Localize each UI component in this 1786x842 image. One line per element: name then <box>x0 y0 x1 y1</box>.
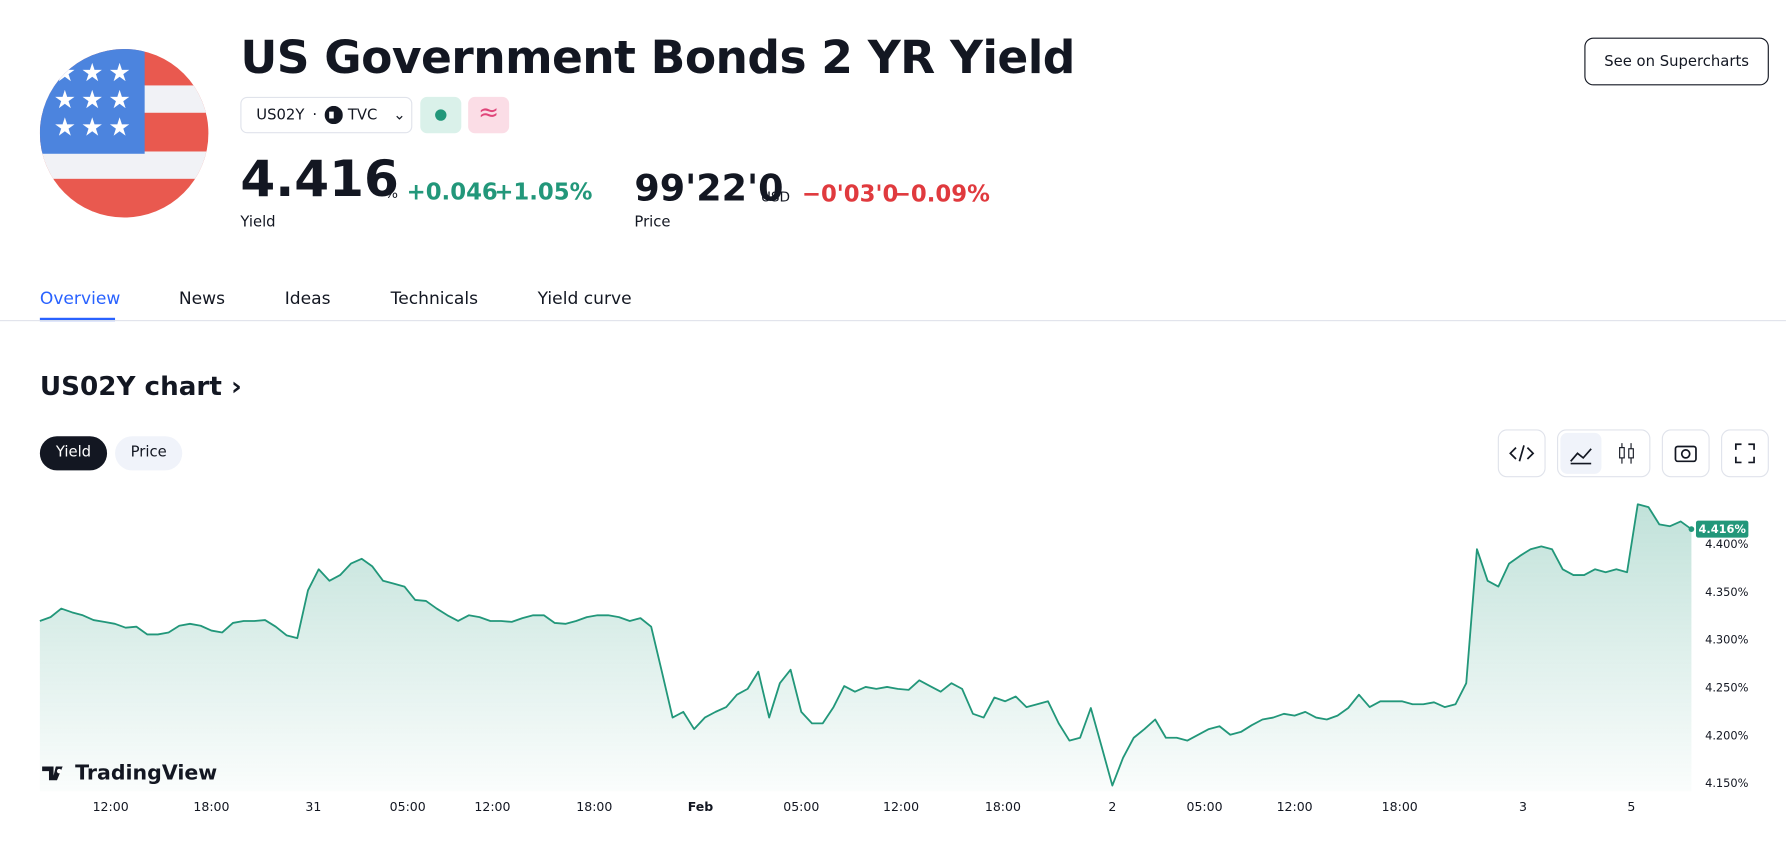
x-tick-label: 2 <box>1108 799 1116 814</box>
svg-text:★: ★ <box>81 85 103 114</box>
x-tick-label: Feb <box>688 799 714 814</box>
supercharts-button[interactable]: See on Supercharts <box>1584 37 1769 86</box>
svg-text:★: ★ <box>108 113 130 142</box>
y-tick-label: 4.400% <box>1705 537 1749 551</box>
snapshot-button[interactable] <box>1661 429 1710 478</box>
x-tick-label: 18:00 <box>576 799 612 814</box>
yield-value: 4.416 <box>240 150 399 209</box>
svg-text:★: ★ <box>108 85 130 114</box>
tab[interactable]: News <box>178 288 226 309</box>
x-tick-label: 18:00 <box>1382 799 1418 814</box>
x-tick-label: 5 <box>1627 799 1635 814</box>
area-fill <box>39 504 1692 792</box>
svg-text:★: ★ <box>54 113 76 142</box>
flag-icon: ★ ★ ★★ ★ ★★ ★ ★ <box>39 48 209 218</box>
x-tick-label: 12:00 <box>883 799 919 814</box>
yield-label: Yield <box>240 214 276 232</box>
line <box>39 503 1692 787</box>
x-tick-label: 3 <box>1519 799 1527 814</box>
tab[interactable]: Ideas <box>284 288 331 309</box>
watermark: TradingView <box>42 760 217 784</box>
y-tick-label: 4.350% <box>1705 585 1749 599</box>
area-style-button[interactable] <box>1560 432 1602 474</box>
exchange-icon <box>325 105 344 125</box>
x-tick-label: 18:00 <box>193 799 229 814</box>
tab[interactable]: Overview <box>39 288 121 309</box>
tab[interactable]: Yield curve <box>537 288 632 309</box>
svg-text:★: ★ <box>81 113 103 142</box>
price-label: Price <box>634 214 671 232</box>
y-tick-label: 4.150% <box>1705 776 1749 790</box>
last-value-badge <box>1695 520 1749 538</box>
symbol-chip[interactable]: US02Y · TVC ⌄ <box>240 96 413 134</box>
x-tick-label: 12:00 <box>1277 799 1313 814</box>
section-title-text: US02Y chart <box>39 372 222 403</box>
title: US Government Bonds 2 YR Yield <box>240 31 1075 85</box>
yield-unit: % <box>384 185 398 202</box>
yield-change: +0.046 <box>406 177 498 206</box>
divider <box>0 320 1786 322</box>
price-change-pct: −0.09% <box>891 179 990 208</box>
price-change: −0'03'0 <box>801 179 899 208</box>
y-tick-label: 4.250% <box>1705 680 1749 694</box>
last-point <box>1688 526 1695 532</box>
x-tick-label: 12:00 <box>93 799 129 814</box>
last-value-label: 4.416% <box>1698 522 1746 536</box>
exchange: TVC <box>347 106 378 124</box>
svg-text:★: ★ <box>81 58 103 87</box>
candle-style-button[interactable] <box>1606 433 1647 474</box>
symbol: US02Y <box>256 106 305 124</box>
y-tick-label: 4.300% <box>1705 633 1749 647</box>
y-tick-label: 4.200% <box>1705 728 1749 742</box>
yield-change-pct: +1.05% <box>494 177 593 206</box>
price-value: 99'22'0 <box>634 166 784 210</box>
toggle[interactable]: Price <box>115 436 183 471</box>
delay-badge[interactable]: ≈ <box>468 96 510 134</box>
section-title[interactable]: US02Y chart › <box>39 372 242 403</box>
x-tick-label: 05:00 <box>783 799 819 814</box>
x-tick-label: 12:00 <box>474 799 510 814</box>
watermark-text: TradingView <box>75 760 217 784</box>
svg-text:★: ★ <box>54 85 76 114</box>
x-tick-label: 18:00 <box>985 799 1021 814</box>
x-tick-label: 05:00 <box>390 799 426 814</box>
chart-style-group <box>1557 429 1651 478</box>
toggle-active[interactable]: Yield <box>39 436 108 471</box>
fullscreen-button[interactable] <box>1721 429 1769 478</box>
price-unit: USD <box>760 189 791 206</box>
x-tick-label: 05:00 <box>1186 799 1222 814</box>
x-tick-label: 31 <box>305 799 321 814</box>
market-open-badge[interactable] <box>420 96 462 134</box>
tab[interactable]: Technicals <box>390 288 479 309</box>
tab-indicator <box>39 317 116 322</box>
svg-text:★: ★ <box>108 58 130 87</box>
embed-button[interactable] <box>1497 429 1546 478</box>
